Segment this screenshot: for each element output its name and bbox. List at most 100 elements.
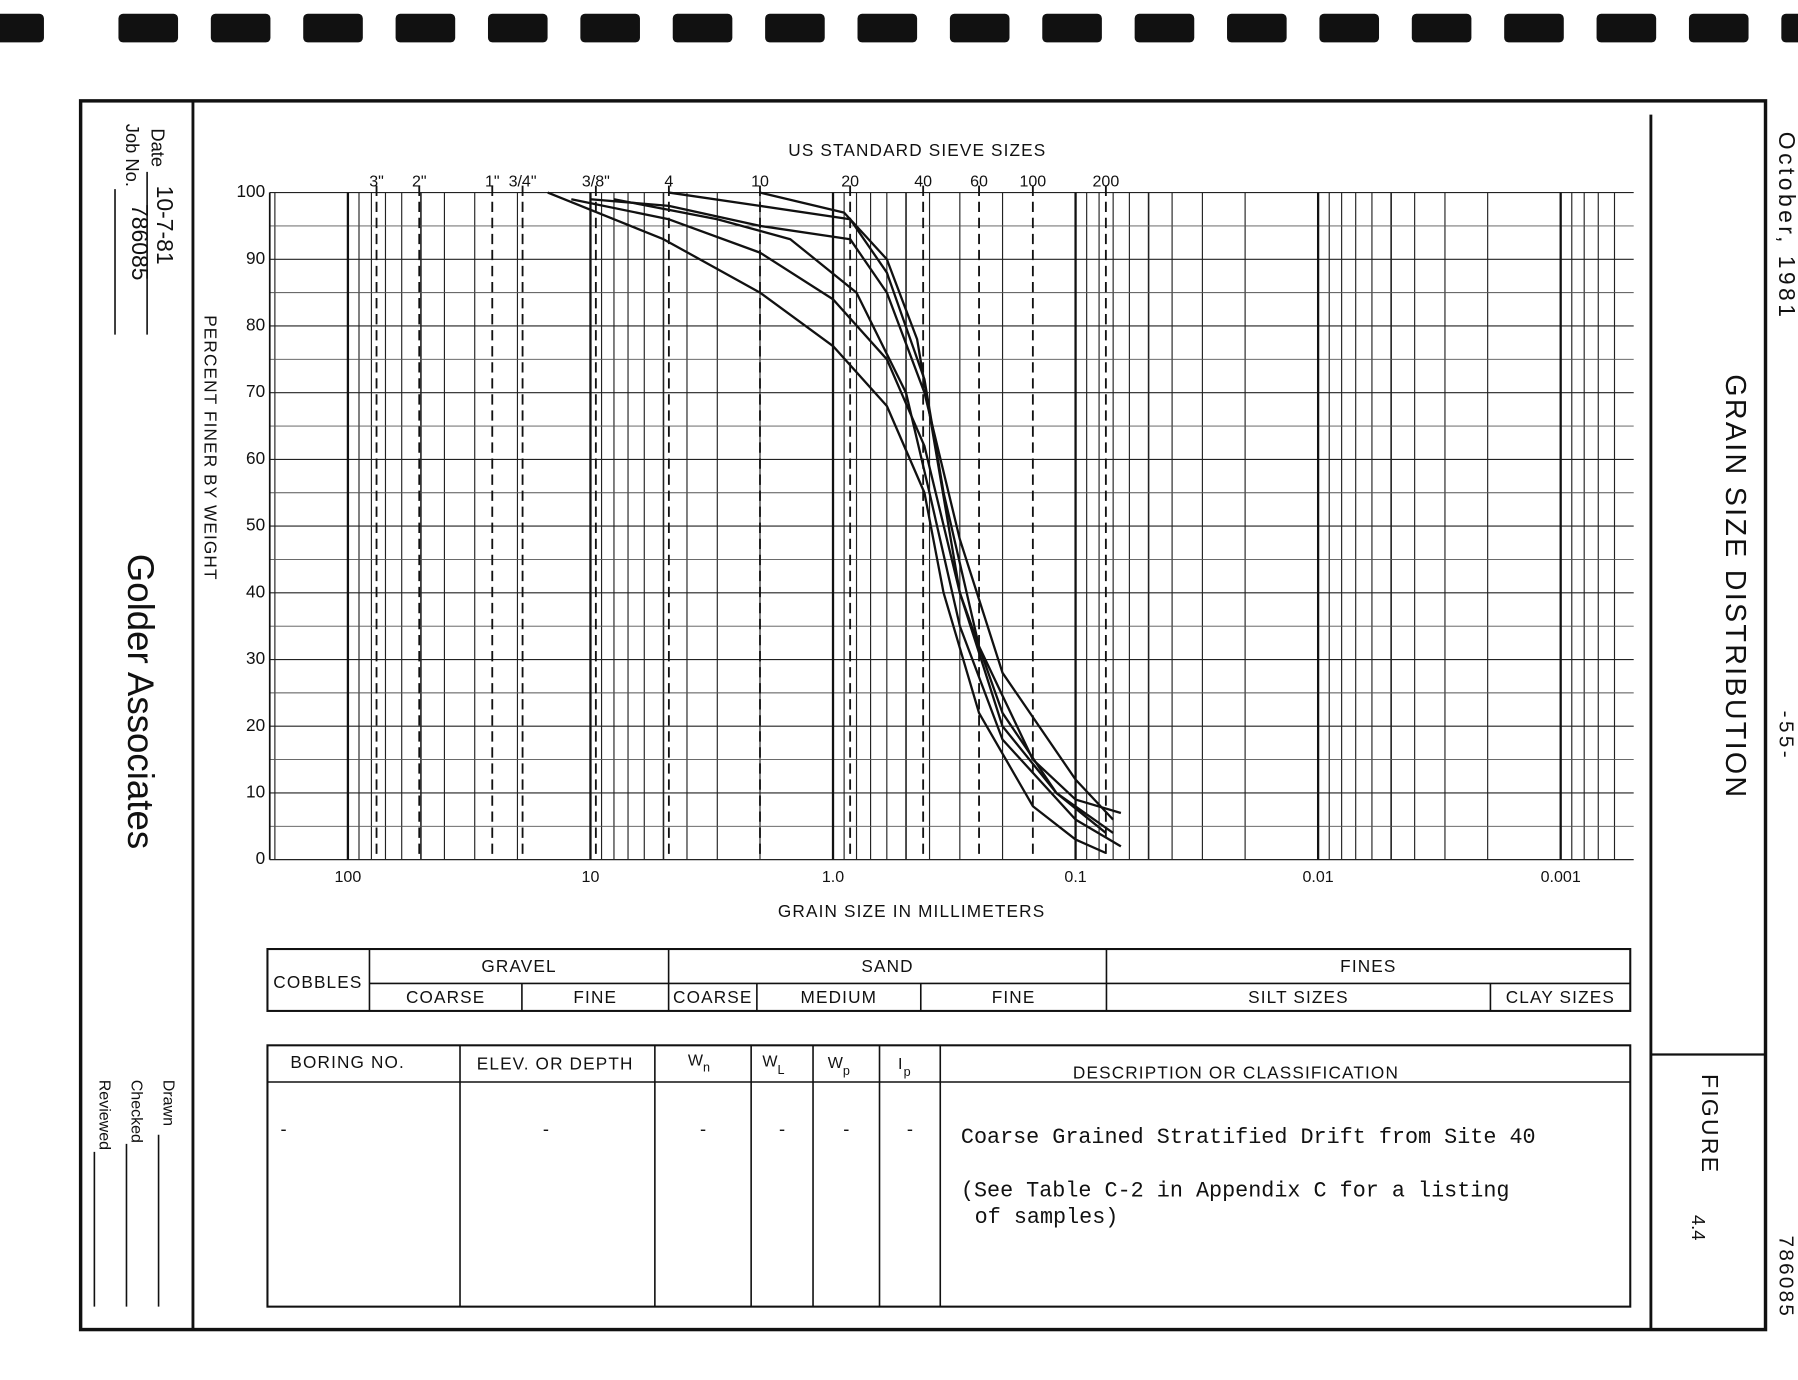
sieve-label: 3/4" — [509, 172, 537, 190]
sieve-label: 3/8" — [582, 172, 610, 190]
perforation-mark — [1411, 13, 1472, 43]
part-label: SILT SIZES — [1248, 987, 1349, 1007]
y-tick-label: 30 — [246, 648, 265, 668]
perforation-mark — [1504, 13, 1564, 43]
part-label: MEDIUM — [801, 987, 878, 1007]
cell: - — [843, 1118, 849, 1139]
y-tick-label: 100 — [236, 181, 265, 201]
y-tick-label: 90 — [246, 248, 265, 268]
sieve-label: 200 — [1093, 172, 1120, 190]
cell: - — [280, 1118, 286, 1139]
perforation-mark — [118, 13, 179, 43]
perforation-mark — [1134, 13, 1195, 43]
col-ip-sub: p — [904, 1065, 911, 1079]
perforation-mark — [487, 13, 548, 43]
group-label: GRAVEL — [481, 956, 556, 976]
drawn-label: Drawn — [160, 1080, 178, 1126]
checked-label: Checked — [127, 1080, 145, 1143]
perforation-mark — [1227, 13, 1287, 43]
perforation-mark — [303, 13, 363, 43]
cell: - — [907, 1118, 913, 1139]
perforation-mark — [949, 13, 1010, 43]
y-tick-label: 70 — [246, 381, 265, 401]
sieve-label: 2" — [412, 172, 427, 190]
cell: - — [779, 1118, 785, 1139]
part-label: CLAY SIZES — [1506, 987, 1615, 1007]
x-tick-label: 100 — [335, 868, 362, 886]
y-tick-label: 0 — [256, 848, 266, 868]
sieve-label: 4 — [664, 172, 673, 190]
perforation-mark — [765, 13, 825, 43]
side-date: October, 1981 — [1774, 132, 1798, 321]
group-label: FINES — [1340, 956, 1396, 976]
col-wp-sub: p — [843, 1064, 850, 1078]
perforation-mark — [1688, 13, 1749, 43]
part-label: FINE — [992, 987, 1036, 1007]
curve — [668, 191, 1122, 815]
y-axis-title: PERCENT FINER BY WEIGHT — [200, 315, 220, 580]
col-boring: BORING NO. — [290, 1052, 405, 1072]
classification-table: COBBLES GRAVEL COARSE FINE SAND COARSE MEDIUM F… — [266, 948, 1632, 1012]
sieve-label: 40 — [914, 172, 932, 190]
cobbles-label: COBBLES — [273, 972, 362, 992]
description-line: Coarse Grained Stratified Drift from Sit… — [961, 1125, 1536, 1150]
part-label: FINE — [573, 987, 617, 1007]
y-tick-label: 50 — [246, 515, 265, 535]
y-tick-label: 20 — [246, 715, 265, 735]
group-label: SAND — [861, 956, 913, 976]
x-tick-label: 1.0 — [822, 868, 844, 886]
sieve-label: 20 — [841, 172, 859, 190]
curve — [613, 198, 1122, 848]
side-title: GRAIN SIZE DISTRIBUTION — [1719, 374, 1751, 799]
part-label: COARSE — [406, 987, 485, 1007]
perforation-mark — [672, 13, 733, 43]
outer-frame — [78, 99, 1768, 1332]
col-wl: W — [762, 1053, 778, 1071]
chart: US STANDARD SIEVE SIZES GRAIN SIZE IN MI… — [200, 140, 1634, 921]
figure-label: FIGURE — [1697, 1074, 1723, 1174]
table-border — [266, 948, 1632, 1012]
curve — [590, 198, 1114, 821]
x-tick-label: 10 — [582, 868, 600, 886]
company: Golder Associates — [120, 554, 161, 849]
date: 10-7-81 — [152, 186, 178, 265]
sieve-label: 10 — [751, 172, 769, 190]
x-tick-label: 0.1 — [1064, 868, 1086, 886]
col-elev: ELEV. OR DEPTH — [477, 1053, 634, 1073]
cell: - — [700, 1118, 706, 1139]
perforation-mark — [395, 13, 456, 43]
curve — [759, 191, 1114, 834]
perforation-mark — [1781, 13, 1798, 43]
part-label: COARSE — [673, 987, 752, 1007]
perforation-mark — [0, 13, 44, 43]
col-wn-sub: n — [703, 1061, 710, 1075]
table-border — [266, 1044, 1632, 1308]
perforation-mark — [210, 13, 271, 43]
perforation-mark — [857, 13, 918, 43]
sieve-label: 3" — [369, 172, 384, 190]
sieve-title: US STANDARD SIEVE SIZES — [788, 140, 1046, 160]
reviewed-label: Reviewed — [95, 1080, 113, 1150]
perforation-mark — [1042, 13, 1102, 43]
job-label: Job No. — [122, 124, 143, 187]
col-wl-sub: L — [778, 1063, 785, 1077]
y-tick-label: 60 — [246, 448, 265, 468]
job: 786085 — [127, 204, 153, 280]
cell: - — [543, 1118, 549, 1139]
perforation — [0, 13, 1798, 43]
col-description: DESCRIPTION OR CLASSIFICATION — [1073, 1063, 1399, 1083]
sieve-label: 60 — [970, 172, 988, 190]
side-page: -55- — [1775, 711, 1798, 761]
sieve-label: 1" — [485, 172, 500, 190]
curve — [547, 191, 1107, 855]
description-line: of samples) — [975, 1205, 1119, 1230]
y-tick-label: 80 — [246, 315, 265, 335]
figure-number: 4.4 — [1688, 1215, 1709, 1240]
col-ip: I — [898, 1055, 902, 1073]
col-wn: W — [688, 1052, 704, 1070]
y-tick-label: 40 — [246, 581, 265, 601]
perforation-mark — [1596, 13, 1657, 43]
perforation-mark — [580, 13, 640, 43]
description-line: (See Table C-2 in Appendix C for a listi… — [961, 1179, 1510, 1204]
